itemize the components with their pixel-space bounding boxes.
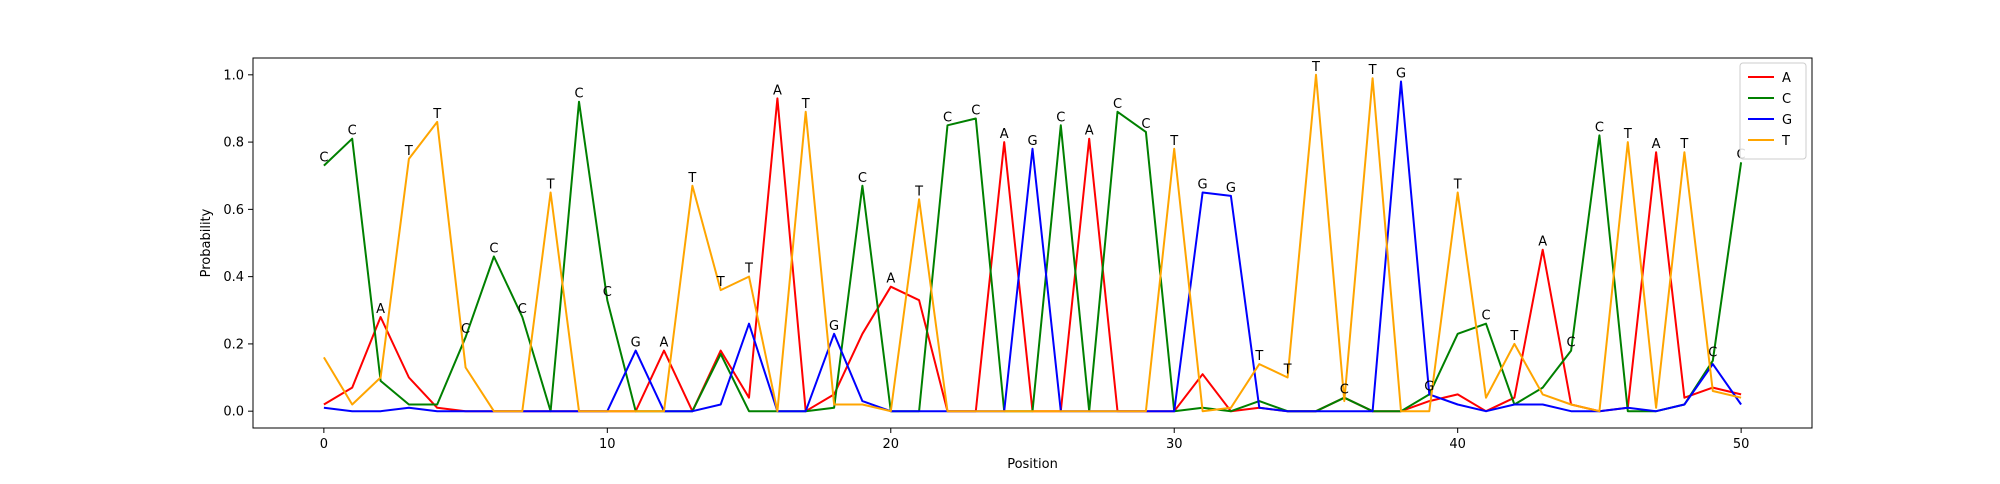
- point-label: A: [376, 302, 385, 317]
- point-label: T: [1283, 363, 1292, 378]
- point-label: C: [489, 242, 498, 257]
- point-label: G: [1396, 67, 1406, 82]
- point-label: C: [971, 104, 980, 119]
- point-label: T: [1368, 63, 1377, 78]
- point-label: T: [1679, 137, 1688, 152]
- y-tick-label: 0.4: [223, 270, 244, 285]
- point-label: C: [943, 110, 952, 125]
- y-tick-label: 1.0: [223, 68, 244, 83]
- legend-label-c: C: [1782, 92, 1791, 107]
- point-label: T: [1254, 349, 1263, 364]
- point-label: T: [1623, 127, 1632, 142]
- x-tick-label: 0: [320, 437, 328, 452]
- point-label: A: [1652, 137, 1661, 152]
- point-label: T: [546, 178, 555, 193]
- y-tick-label: 0.0: [223, 405, 244, 420]
- point-label: C: [1567, 336, 1576, 351]
- point-label: G: [1424, 379, 1434, 394]
- y-tick-label: 0.2: [223, 337, 244, 352]
- x-axis-label: Position: [1007, 457, 1058, 472]
- point-label: T: [914, 184, 923, 199]
- series-line-t: [323, 73, 1742, 413]
- point-label: A: [660, 336, 669, 351]
- x-tick-label: 50: [1733, 437, 1750, 452]
- point-label: C: [1056, 110, 1065, 125]
- point-label: A: [773, 83, 782, 98]
- point-label: C: [518, 302, 527, 317]
- point-label: A: [1000, 127, 1009, 142]
- point-label: A: [1085, 124, 1094, 139]
- y-tick-label: 0.6: [223, 203, 244, 218]
- point-label: T: [687, 171, 696, 186]
- point-label: G: [829, 319, 839, 334]
- point-label: C: [1481, 309, 1490, 324]
- x-tick-label: 10: [599, 437, 616, 452]
- point-label: C: [319, 151, 328, 166]
- point-label: C: [1141, 117, 1150, 132]
- legend-label-g: G: [1782, 113, 1792, 128]
- point-label: T: [1311, 60, 1320, 75]
- point-label: T: [801, 97, 810, 112]
- x-tick-label: 30: [1166, 437, 1183, 452]
- point-label: C: [603, 285, 612, 300]
- point-labels-layer: C C A T T C C C T C C G A T T T A T G C A T C C A G C A C C T G G T T T C T G G…: [319, 60, 1745, 398]
- point-label: T: [432, 107, 441, 122]
- x-tick-label: 20: [882, 437, 899, 452]
- legend-label-a: A: [1782, 71, 1791, 86]
- x-tick-label: 40: [1449, 437, 1466, 452]
- point-label: C: [1708, 346, 1717, 361]
- series-line-g: [323, 80, 1742, 413]
- point-label: G: [631, 336, 641, 351]
- point-label: T: [1169, 134, 1178, 149]
- point-label: A: [1538, 235, 1547, 250]
- point-label: T: [1509, 329, 1518, 344]
- point-label: T: [1453, 178, 1462, 193]
- y-axis-label: Probability: [199, 208, 214, 277]
- point-label: G: [1198, 178, 1208, 193]
- plot-area-frame: [252, 57, 1813, 429]
- legend-label-t: T: [1781, 134, 1790, 149]
- point-label: G: [1027, 134, 1037, 149]
- y-tick-label: 0.8: [223, 136, 244, 151]
- legend-box: [1739, 62, 1807, 160]
- x-axis-ticks: 0 10 20 30 40 50: [320, 428, 1750, 452]
- point-label: C: [348, 124, 357, 139]
- point-label: T: [716, 275, 725, 290]
- point-label: C: [1340, 383, 1349, 398]
- point-label: G: [1226, 181, 1236, 196]
- y-axis-ticks: 0.0 0.2 0.4 0.6 0.8 1.0: [223, 68, 253, 420]
- point-label: C: [574, 87, 583, 102]
- point-label: T: [744, 262, 753, 277]
- point-label: A: [886, 272, 895, 287]
- point-label: C: [858, 171, 867, 186]
- point-label: T: [404, 144, 413, 159]
- point-label: C: [461, 322, 470, 337]
- point-label: C: [1113, 97, 1122, 112]
- point-label: C: [1595, 120, 1604, 135]
- series-layer: [323, 73, 1743, 413]
